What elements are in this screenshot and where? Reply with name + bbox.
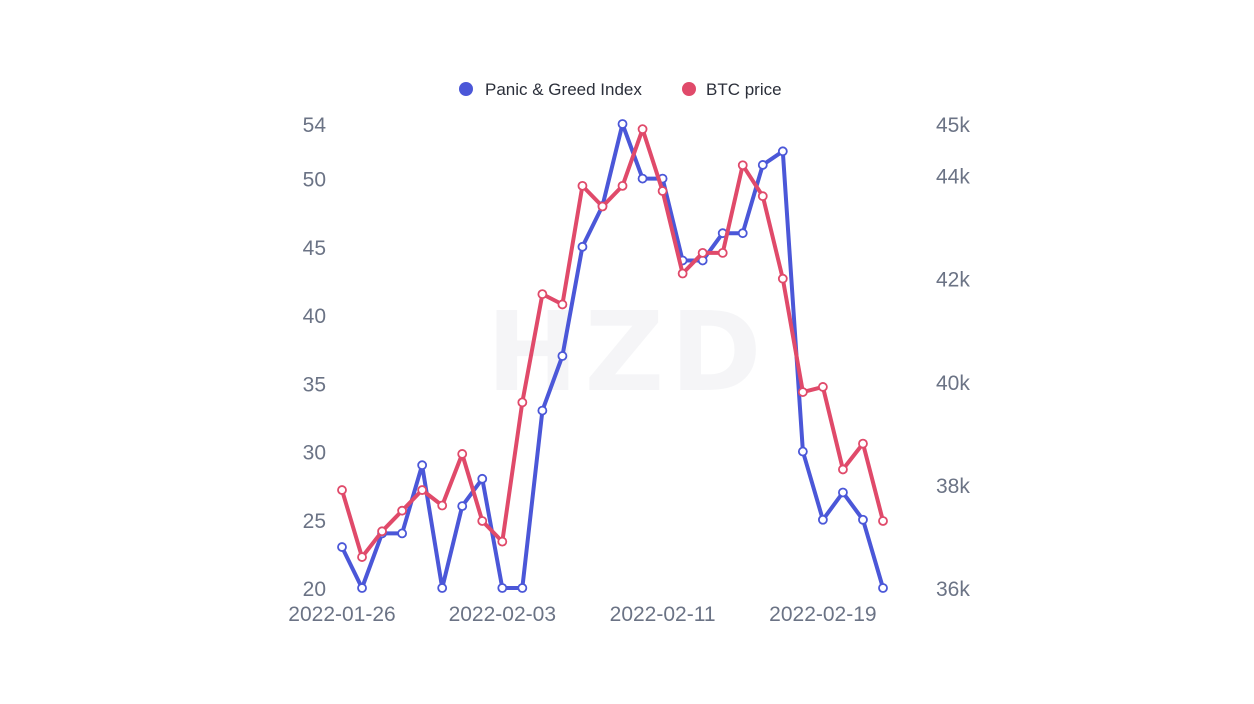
data-point[interactable] xyxy=(637,124,648,135)
left-axis-tick-label: 20 xyxy=(303,578,326,601)
data-point[interactable] xyxy=(637,173,648,184)
data-point[interactable] xyxy=(858,438,868,449)
right-axis-tick-label: 38k xyxy=(936,475,970,498)
legend: Panic & Greed Index BTC price xyxy=(459,80,782,99)
data-point[interactable] xyxy=(457,501,468,512)
x-axis: 2022-01-26 2022-02-03 2022-02-11 2022-02-19 xyxy=(288,603,876,626)
data-point[interactable] xyxy=(838,487,848,498)
data-point[interactable] xyxy=(417,485,428,495)
series-panic-greed-index xyxy=(337,119,888,593)
data-point[interactable] xyxy=(537,289,548,300)
x-axis-tick-label: 2022-01-26 xyxy=(288,603,395,626)
data-point[interactable] xyxy=(697,247,708,258)
right-axis-tick-label: 45k xyxy=(936,114,970,137)
data-point[interactable] xyxy=(497,583,508,593)
data-point[interactable] xyxy=(477,516,488,526)
data-point[interactable] xyxy=(617,180,628,191)
data-point[interactable] xyxy=(517,583,528,593)
legend-marker xyxy=(682,82,696,96)
data-point[interactable] xyxy=(357,583,367,593)
right-axis-tick-label: 36k xyxy=(936,578,970,601)
data-point[interactable] xyxy=(577,241,588,252)
data-point[interactable] xyxy=(437,583,448,593)
data-point[interactable] xyxy=(817,514,828,525)
data-point[interactable] xyxy=(437,500,448,511)
data-point[interactable] xyxy=(757,160,768,170)
data-point[interactable] xyxy=(777,146,788,157)
data-point[interactable] xyxy=(377,526,387,537)
x-axis-tick-label: 2022-02-11 xyxy=(610,603,716,626)
data-point[interactable] xyxy=(797,446,808,457)
data-point[interactable] xyxy=(817,382,828,392)
data-point[interactable] xyxy=(717,247,728,258)
legend-marker xyxy=(459,82,473,96)
data-point[interactable] xyxy=(617,119,628,129)
data-point[interactable] xyxy=(477,473,488,484)
data-point[interactable] xyxy=(797,387,808,397)
data-point[interactable] xyxy=(777,273,788,284)
data-point[interactable] xyxy=(497,536,508,547)
legend-label: BTC price xyxy=(706,80,782,99)
data-point[interactable] xyxy=(858,514,868,525)
left-axis-tick-label: 50 xyxy=(303,169,326,192)
left-axis-tick-label: 45 xyxy=(303,237,326,260)
legend-item[interactable]: BTC price xyxy=(682,80,782,99)
data-point[interactable] xyxy=(757,191,768,202)
legend-item[interactable]: Panic & Greed Index xyxy=(459,80,642,99)
data-point[interactable] xyxy=(337,542,347,552)
legend-label: Panic & Greed Index xyxy=(485,80,642,99)
left-axis-tick-label: 54 xyxy=(303,114,327,137)
data-point[interactable] xyxy=(737,228,748,239)
data-point[interactable] xyxy=(737,160,748,171)
right-axis-tick-label: 42k xyxy=(936,269,970,292)
right-axis-tick-label: 44k xyxy=(936,166,970,189)
data-point[interactable] xyxy=(878,583,888,593)
left-axis-tick-label: 35 xyxy=(303,373,326,396)
data-point[interactable] xyxy=(577,180,588,191)
data-point[interactable] xyxy=(417,460,428,471)
data-point[interactable] xyxy=(657,186,668,196)
watermark: HZD xyxy=(486,288,767,416)
right-y-axis: 45k 44k 42k 40k 38k 36k xyxy=(936,114,970,601)
data-point[interactable] xyxy=(517,397,528,408)
left-axis-tick-label: 30 xyxy=(303,442,326,465)
x-axis-tick-label: 2022-02-19 xyxy=(769,603,876,626)
data-point[interactable] xyxy=(838,464,848,475)
left-y-axis: 54 50 45 40 35 30 25 20 xyxy=(303,114,327,601)
data-point[interactable] xyxy=(337,485,347,495)
data-point[interactable] xyxy=(557,351,568,361)
right-axis-tick-label: 40k xyxy=(936,372,970,395)
series-line xyxy=(340,122,885,590)
data-point[interactable] xyxy=(597,201,608,212)
data-point[interactable] xyxy=(457,449,468,459)
x-axis-tick-label: 2022-02-03 xyxy=(449,603,556,626)
left-axis-tick-label: 40 xyxy=(303,305,326,328)
left-axis-tick-label: 25 xyxy=(303,510,326,533)
series-layer xyxy=(337,119,888,593)
series-line xyxy=(340,127,885,560)
data-point[interactable] xyxy=(677,268,688,279)
data-point[interactable] xyxy=(397,528,408,539)
data-point[interactable] xyxy=(878,516,888,526)
series-btc-price xyxy=(337,124,888,562)
data-point[interactable] xyxy=(397,505,408,516)
data-point[interactable] xyxy=(557,299,568,310)
data-point[interactable] xyxy=(537,405,548,416)
data-point[interactable] xyxy=(357,552,367,562)
